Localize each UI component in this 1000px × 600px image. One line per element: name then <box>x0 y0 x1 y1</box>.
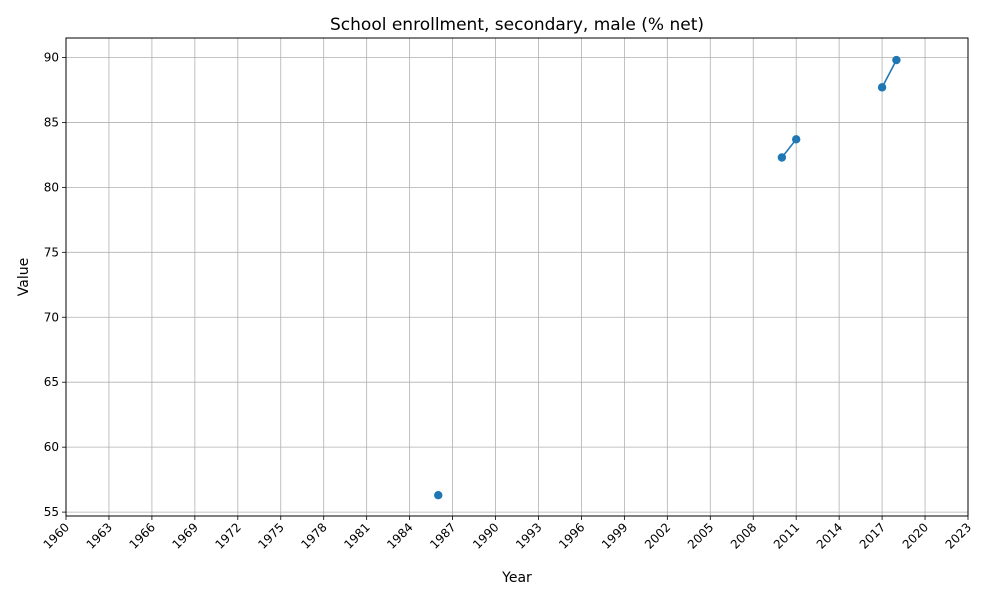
plot-frame <box>65 37 969 517</box>
y-axis-ticks: 55 60 65 70 75 80 85 90 <box>44 50 66 519</box>
y-axis-label: Value <box>16 258 32 296</box>
y-tick-label: 60 <box>44 440 59 454</box>
y-tick-label: 90 <box>44 50 59 64</box>
data-point <box>877 83 887 92</box>
data-point <box>777 153 787 162</box>
y-tick-label: 65 <box>44 375 59 389</box>
x-axis-label: Year <box>501 570 532 586</box>
grid <box>65 38 969 516</box>
y-tick-label: 70 <box>44 310 59 324</box>
y-tick-label: 55 <box>44 505 59 519</box>
y-tick-label: 85 <box>44 115 59 129</box>
series-points <box>434 55 901 500</box>
series-line-segment <box>881 59 898 88</box>
chart-title: School enrollment, secondary, male (% ne… <box>330 15 704 35</box>
y-tick-label: 75 <box>44 245 59 259</box>
data-point <box>791 135 801 144</box>
data-point <box>892 55 901 65</box>
y-tick-label: 80 <box>44 180 59 194</box>
data-point <box>434 491 443 500</box>
